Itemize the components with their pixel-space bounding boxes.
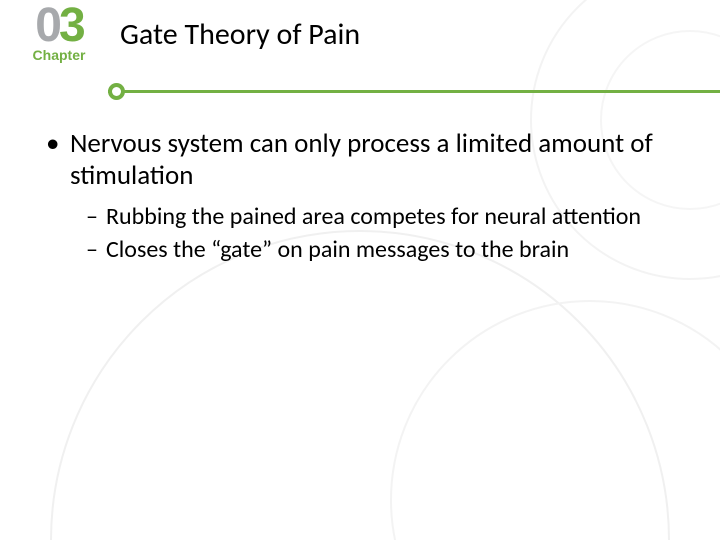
bullet-level2: Rubbing the pained area competes for neu… <box>36 202 684 231</box>
header-rule <box>0 82 720 100</box>
bullet-level1: Nervous system can only process a limite… <box>36 128 684 192</box>
header-rule-line <box>108 90 720 93</box>
chapter-digit-1: 3 <box>59 6 83 47</box>
slide-content: Nervous system can only process a limite… <box>0 100 720 264</box>
bg-circle <box>50 230 670 540</box>
bg-circle <box>390 300 720 540</box>
chapter-badge: 0 3 Chapter <box>14 6 104 63</box>
header-rule-node-inner <box>112 87 121 96</box>
chapter-digit-0: 0 <box>35 6 59 47</box>
slide-header: 0 3 Chapter Gate Theory of Pain <box>0 0 720 100</box>
bullet-level2: Closes the “gate” on pain messages to th… <box>36 235 684 264</box>
chapter-label: Chapter <box>33 47 86 63</box>
slide-title: Gate Theory of Pain <box>120 16 360 53</box>
chapter-number: 0 3 <box>35 6 82 47</box>
